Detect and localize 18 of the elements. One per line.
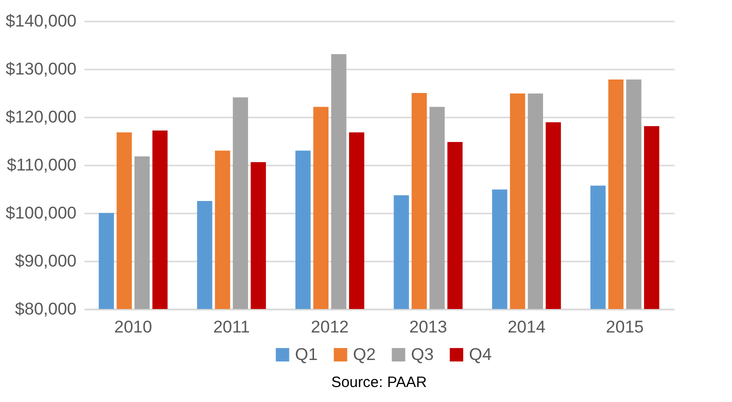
y-tick-label: $110,000: [6, 156, 76, 174]
legend-label: Q4: [469, 344, 492, 364]
source-note: Source: PAAR: [331, 374, 427, 391]
x-tick-label: 2010: [114, 318, 152, 336]
x-tick-label: 2013: [409, 318, 448, 336]
y-tick-label: $120,000: [6, 108, 76, 126]
x-tick-label: 2012: [310, 318, 349, 336]
x-tick-label: 2014: [508, 318, 546, 336]
y-tick-label: $100,000: [6, 204, 76, 222]
y-tick-label: $130,000: [6, 60, 76, 78]
y-tick-label: $140,000: [6, 12, 76, 30]
y-tick-label: $80,000: [15, 300, 76, 318]
x-tick-label: 2011: [213, 318, 250, 336]
legend-label: Q3: [411, 344, 434, 364]
y-tick-label: $90,000: [15, 252, 76, 270]
x-tick-label: 2015: [606, 318, 644, 336]
legend-label: Q2: [353, 344, 376, 364]
legend-label: Q1: [295, 344, 318, 364]
